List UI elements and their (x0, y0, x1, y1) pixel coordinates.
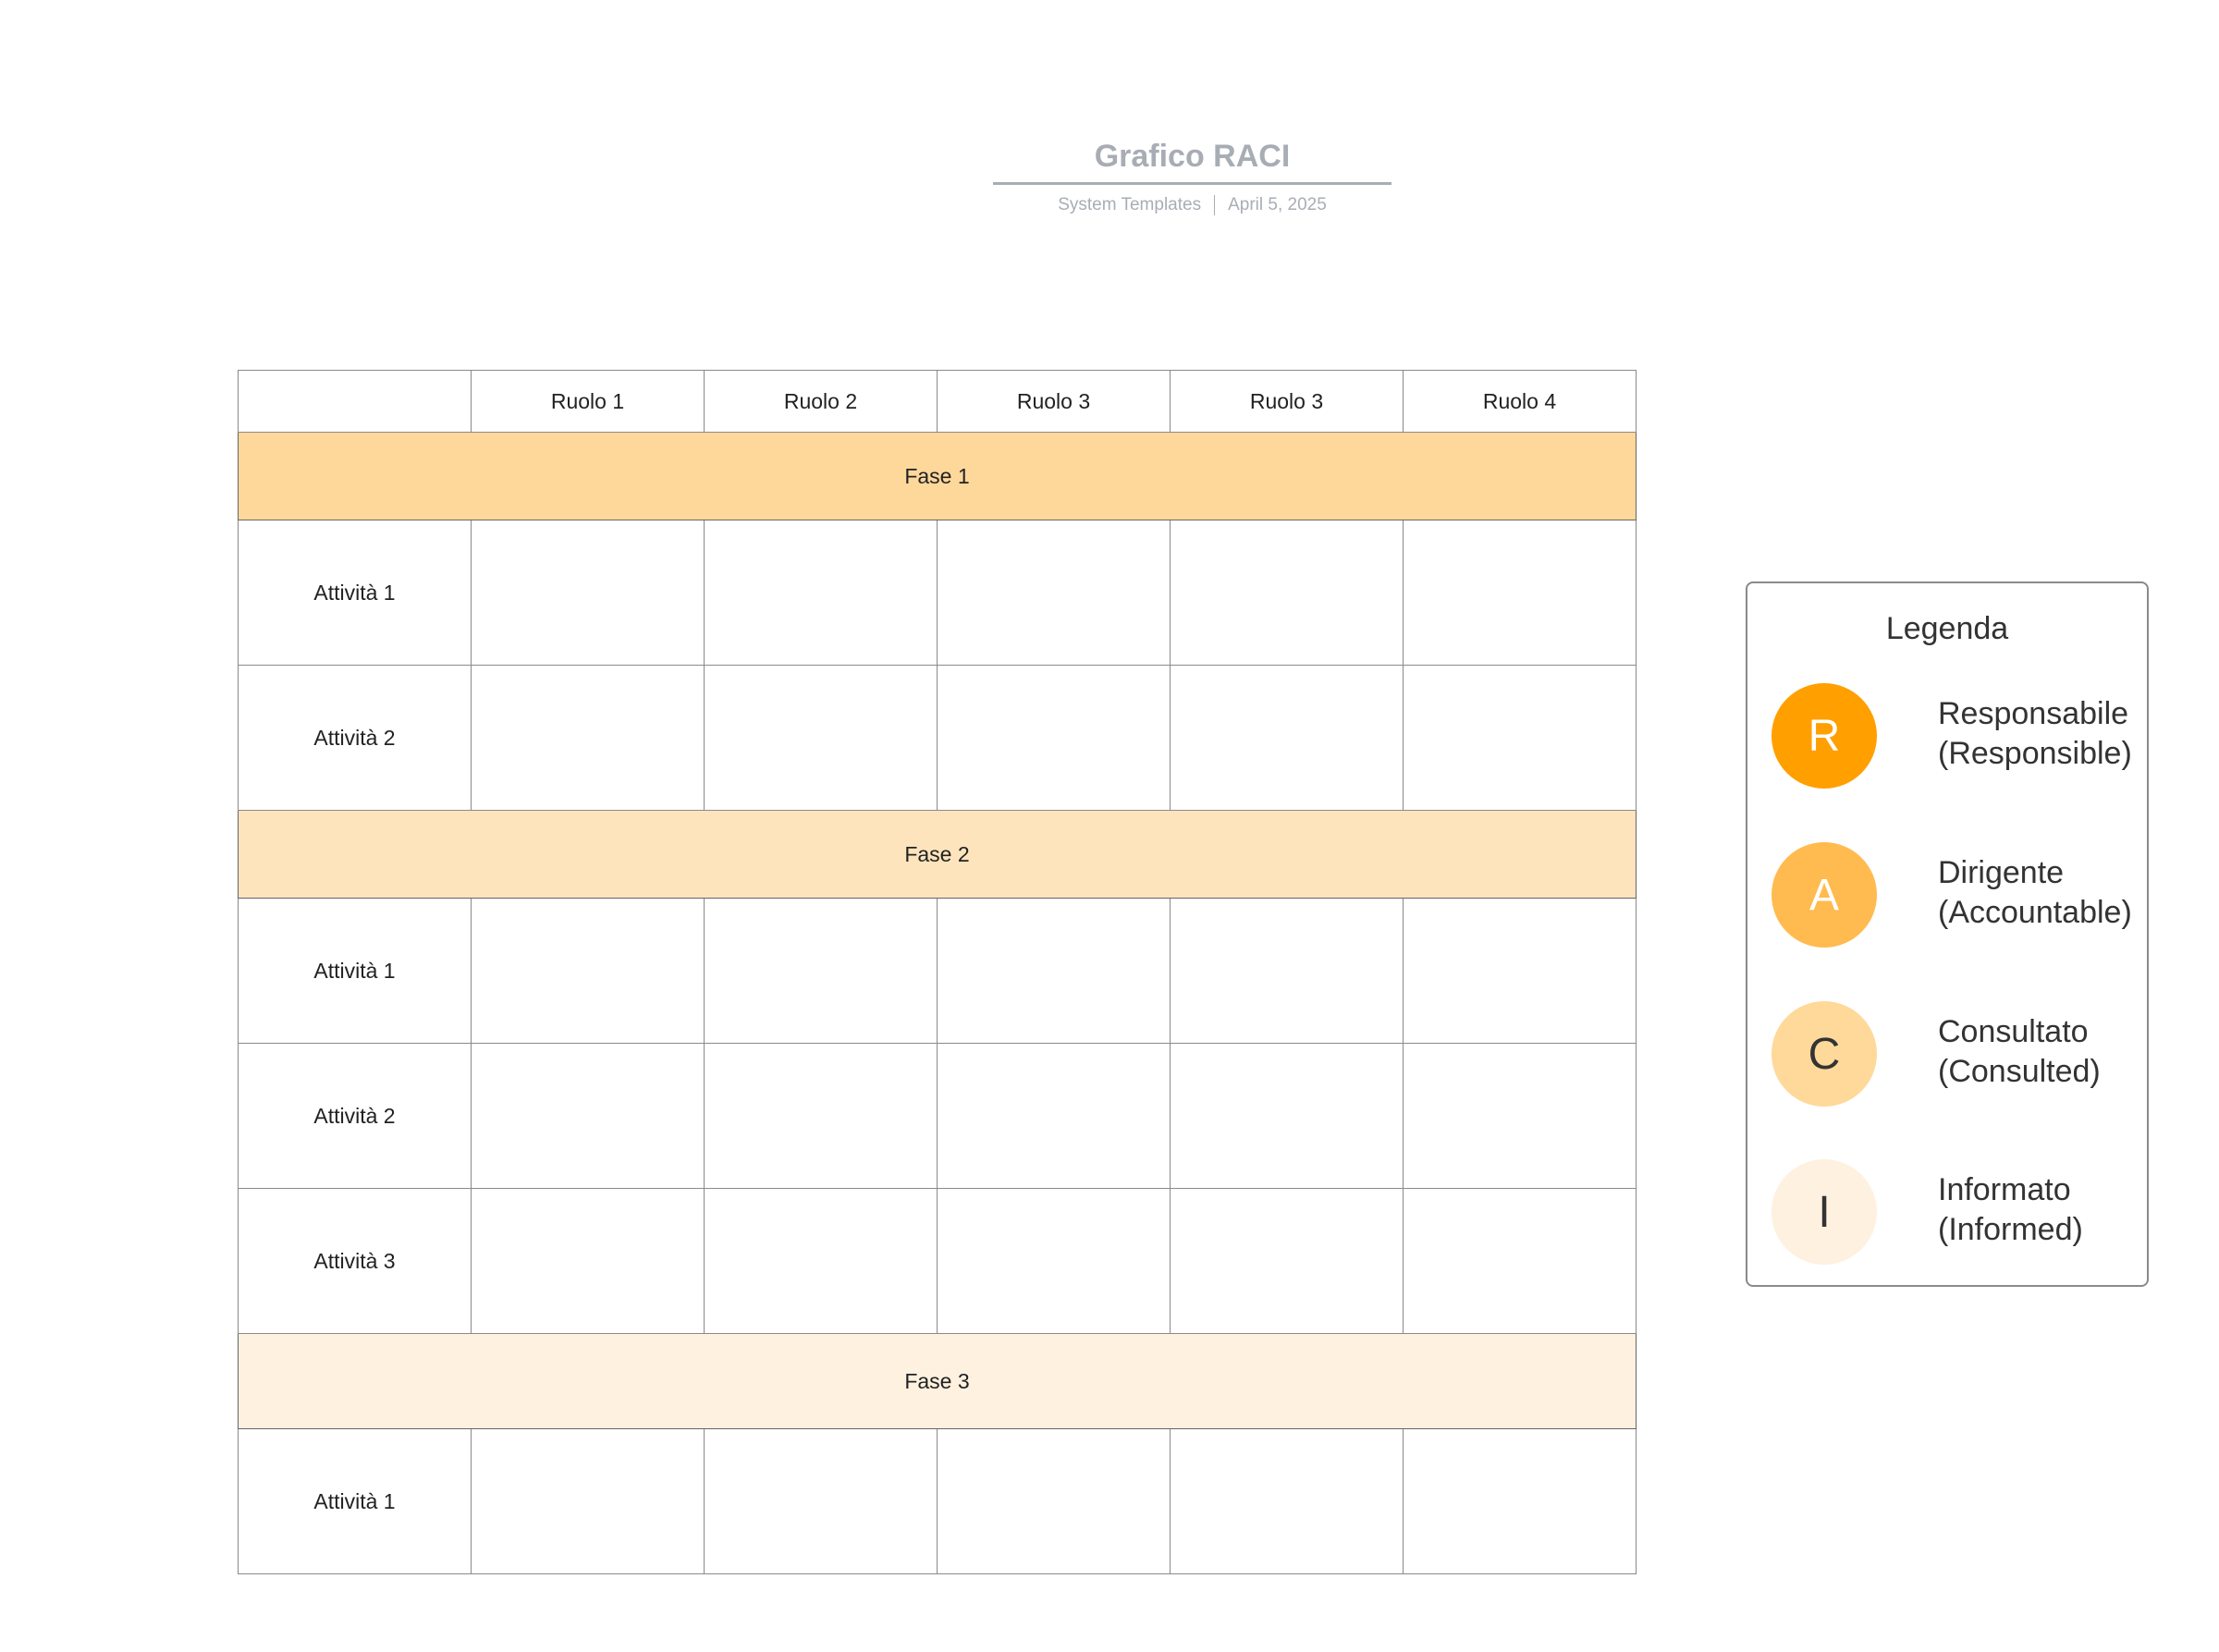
activity-row: Attività 3 (238, 1188, 1637, 1334)
legend-text: Dirigente (Accountable) (1938, 853, 2132, 933)
legend-label: Informato (1938, 1172, 2071, 1207)
phase-row: Fase 2 (238, 810, 1637, 899)
raci-cell[interactable] (937, 665, 1171, 811)
raci-cell[interactable] (704, 898, 938, 1044)
role-header: Ruolo 2 (704, 370, 938, 433)
raci-cell[interactable] (937, 1428, 1171, 1574)
raci-cell[interactable] (937, 520, 1171, 666)
raci-cell[interactable] (471, 665, 705, 811)
raci-cell[interactable] (1403, 898, 1637, 1044)
legend-text: Consultato (Consulted) (1938, 1012, 2101, 1092)
legend-label: Dirigente (1938, 855, 2065, 890)
raci-cell[interactable] (1403, 1043, 1637, 1189)
raci-cell[interactable] (937, 898, 1171, 1044)
raci-cell[interactable] (704, 665, 938, 811)
date-label: April 5, 2025 (1228, 195, 1327, 215)
legend-circle-icon: C (1772, 1001, 1877, 1107)
activity-row: Attività 1 (238, 1428, 1637, 1574)
legend-sublabel: (Responsible) (1938, 736, 2132, 771)
legend-item: I Informato (Informed) (1772, 1159, 2141, 1265)
phase-label: Fase 3 (238, 1333, 1637, 1429)
raci-cell[interactable] (1170, 1428, 1404, 1574)
activity-row: Attività 1 (238, 898, 1637, 1044)
legend-item: R Responsabile (Responsible) (1772, 683, 2141, 789)
activity-label: Attività 1 (238, 520, 472, 666)
role-header: Ruolo 3 (1170, 370, 1404, 433)
raci-cell[interactable] (704, 1428, 938, 1574)
phase-row: Fase 1 (238, 432, 1637, 520)
activity-label: Attività 1 (238, 898, 472, 1044)
legend-sublabel: (Accountable) (1938, 895, 2132, 930)
legend: Legenda R Responsabile (Responsible) A Dirig… (1746, 581, 2149, 1287)
phase-label: Fase 2 (238, 810, 1637, 899)
activity-label: Attività 3 (238, 1188, 472, 1334)
separator (1214, 195, 1216, 215)
legend-title: Legenda (1885, 611, 2009, 646)
corner-cell (238, 370, 472, 433)
legend-label: Responsabile (1938, 696, 2129, 731)
phase-row: Fase 3 (238, 1333, 1637, 1429)
role-header: Ruolo 3 (937, 370, 1171, 433)
raci-cell[interactable] (704, 520, 938, 666)
header-row: Ruolo 1 Ruolo 2 Ruolo 3 Ruolo 3 Ruolo 4 (238, 370, 1637, 433)
phase-label: Fase 1 (238, 432, 1637, 520)
legend-circle-icon: R (1772, 683, 1877, 789)
legend-sublabel: (Informed) (1938, 1212, 2083, 1247)
page-title: Grafico RACI (1094, 139, 1291, 174)
legend-label: Consultato (1938, 1014, 2089, 1049)
raci-cell[interactable] (1170, 1043, 1404, 1189)
raci-cell[interactable] (704, 1188, 938, 1334)
activity-row: Attività 2 (238, 665, 1637, 811)
legend-circle-icon: A (1772, 842, 1877, 948)
raci-cell[interactable] (471, 1043, 705, 1189)
activity-label: Attività 2 (238, 665, 472, 811)
legend-sublabel: (Consulted) (1938, 1054, 2101, 1089)
legend-text: Informato (Informed) (1938, 1170, 2083, 1250)
raci-cell[interactable] (1403, 1428, 1637, 1574)
raci-cell[interactable] (1170, 1188, 1404, 1334)
raci-cell[interactable] (471, 520, 705, 666)
legend-item: A Dirigente (Accountable) (1772, 842, 2141, 948)
title-divider (993, 182, 1391, 185)
source-label: System Templates (1058, 195, 1202, 215)
role-header: Ruolo 4 (1403, 370, 1637, 433)
raci-cell[interactable] (471, 1428, 705, 1574)
raci-cell[interactable] (1170, 520, 1404, 666)
raci-cell[interactable] (471, 1188, 705, 1334)
subtitle: System Templates April 5, 2025 (993, 195, 1391, 215)
role-header: Ruolo 1 (471, 370, 705, 433)
activity-row: Attività 2 (238, 1043, 1637, 1189)
activity-label: Attività 2 (238, 1043, 472, 1189)
activity-label: Attività 1 (238, 1428, 472, 1574)
raci-cell[interactable] (1403, 665, 1637, 811)
raci-cell[interactable] (1170, 898, 1404, 1044)
raci-cell[interactable] (704, 1043, 938, 1189)
raci-cell[interactable] (1403, 520, 1637, 666)
legend-item: C Consultato (Consulted) (1772, 1001, 2141, 1107)
activity-row: Attività 1 (238, 520, 1637, 666)
raci-cell[interactable] (1170, 665, 1404, 811)
legend-circle-icon: I (1772, 1159, 1877, 1265)
raci-table: Ruolo 1 Ruolo 2 Ruolo 3 Ruolo 3 Ruolo 4 Fase … (238, 370, 1637, 1574)
raci-cell[interactable] (471, 898, 705, 1044)
raci-cell[interactable] (937, 1188, 1171, 1334)
legend-text: Responsabile (Responsible) (1938, 694, 2132, 774)
raci-cell[interactable] (937, 1043, 1171, 1189)
raci-cell[interactable] (1403, 1188, 1637, 1334)
